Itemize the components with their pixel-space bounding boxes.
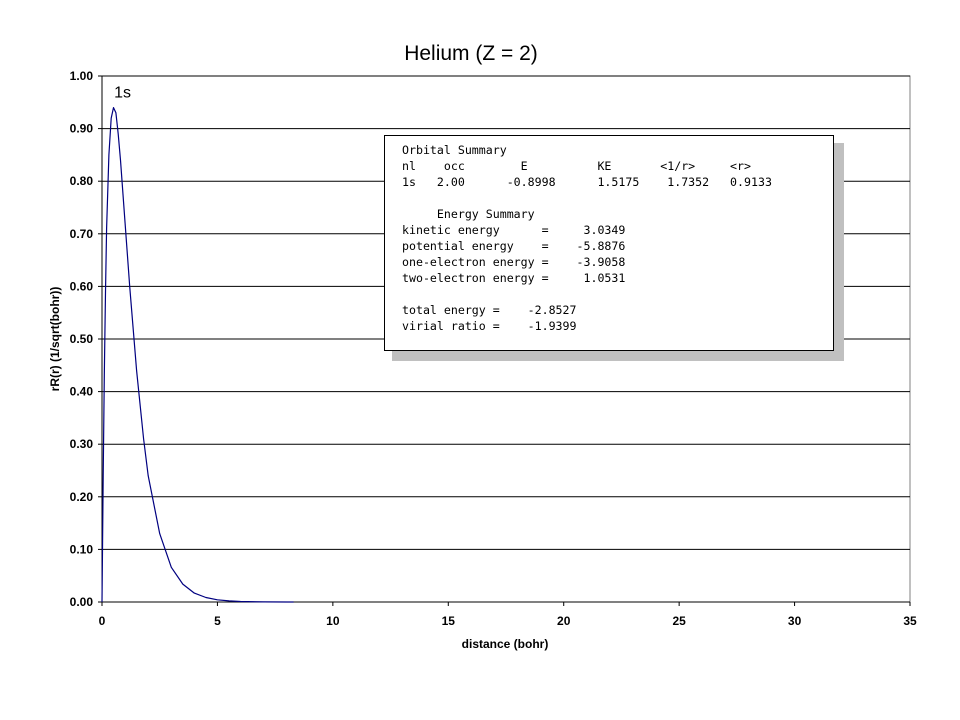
y-tick-label: 0.00 bbox=[70, 595, 94, 609]
x-tick-label: 30 bbox=[788, 614, 802, 628]
series-label: 1s bbox=[114, 85, 131, 102]
y-tick-label: 1.00 bbox=[70, 69, 94, 83]
x-tick-label: 5 bbox=[214, 614, 221, 628]
y-tick-label: 0.80 bbox=[70, 174, 94, 188]
x-tick-label: 0 bbox=[99, 614, 106, 628]
summary-line: potential energy = -5.8876 bbox=[402, 239, 626, 253]
y-tick-label: 0.60 bbox=[70, 279, 94, 293]
summary-line: Energy Summary bbox=[402, 207, 535, 221]
series-line-1s bbox=[101, 106, 294, 603]
y-tick-label: 0.30 bbox=[70, 437, 94, 451]
summary-line: kinetic energy = 3.0349 bbox=[402, 223, 626, 237]
summary-line: Orbital Summary bbox=[402, 143, 507, 157]
y-tick-label: 0.70 bbox=[70, 227, 94, 241]
summary-line: nl occ E KE <1/r> <r> bbox=[402, 159, 752, 173]
summary-line: one-electron energy = -3.9058 bbox=[402, 255, 626, 269]
y-tick-label: 0.90 bbox=[70, 122, 94, 136]
x-tick-label: 15 bbox=[442, 614, 456, 628]
y-tick-label: 0.50 bbox=[70, 332, 94, 346]
y-tick-label: 0.20 bbox=[70, 490, 94, 504]
summary-line: two-electron energy = 1.0531 bbox=[402, 271, 626, 285]
summary-box: Orbital Summary nl occ E KE <1/r> <r> 1s… bbox=[384, 135, 834, 351]
chart-title: Helium (Z = 2) bbox=[404, 42, 538, 65]
x-tick-label: 25 bbox=[672, 614, 686, 628]
x-tick-label: 35 bbox=[903, 614, 917, 628]
x-tick-label: 20 bbox=[557, 614, 571, 628]
y-axis-label: rR(r) (1/sqrt(bohr)) bbox=[48, 287, 62, 392]
summary-line: 1s 2.00 -0.8998 1.5175 1.7352 0.9133 bbox=[402, 175, 772, 189]
y-tick-label: 0.10 bbox=[70, 542, 94, 556]
x-axis-label: distance (bohr) bbox=[462, 637, 549, 651]
summary-line: total energy = -2.8527 bbox=[402, 303, 577, 317]
y-tick-label: 0.40 bbox=[70, 385, 94, 399]
summary-line: virial ratio = -1.9399 bbox=[402, 319, 577, 333]
summary-text: Orbital Summary nl occ E KE <1/r> <r> 1s… bbox=[402, 142, 833, 334]
x-tick-label: 10 bbox=[326, 614, 340, 628]
